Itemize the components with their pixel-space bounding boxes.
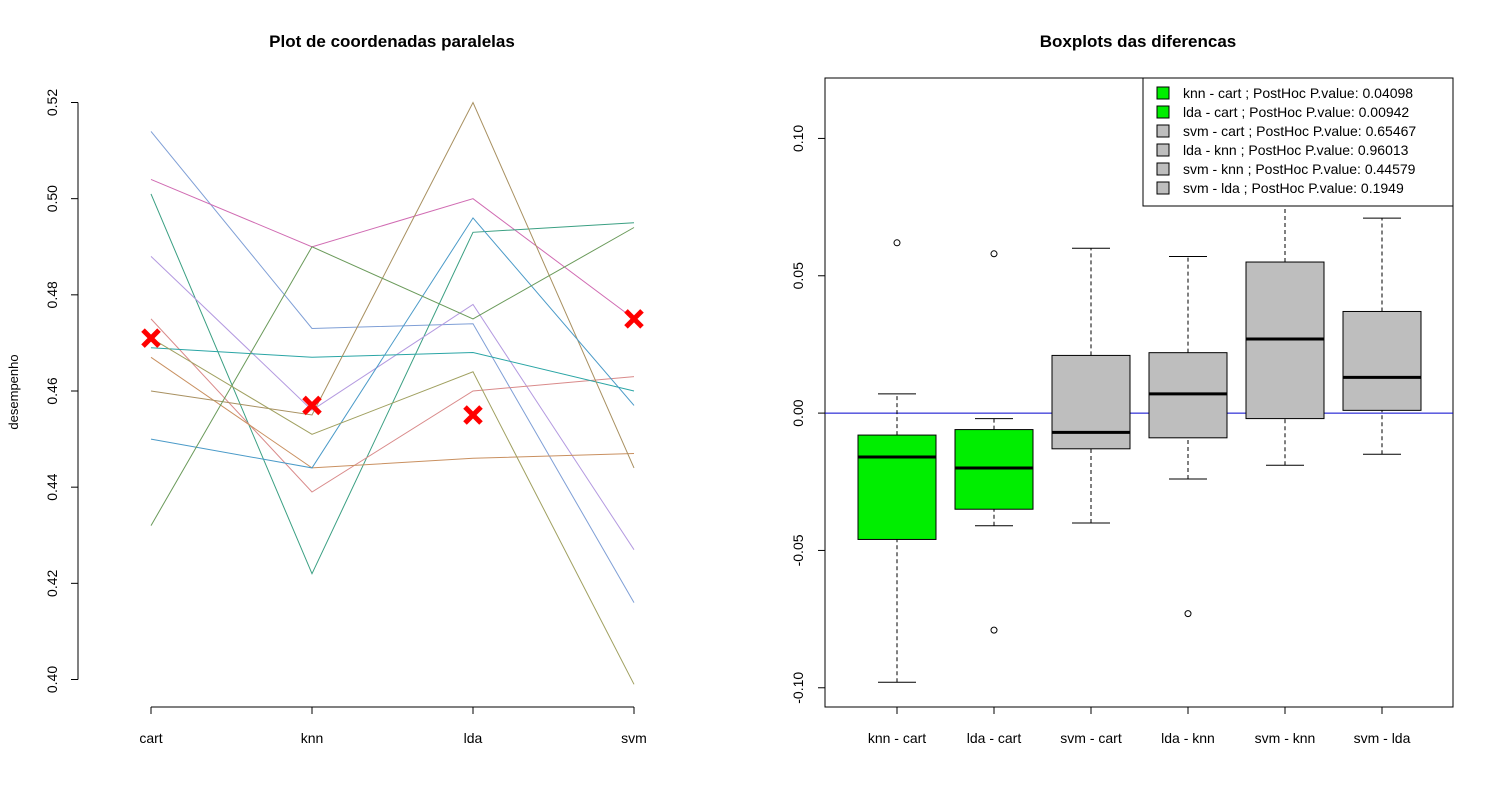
legend-swatch <box>1156 105 1170 119</box>
left-x-tick-label: lda <box>464 730 483 746</box>
right-boxes <box>857 77 1422 683</box>
box-outlier <box>1184 610 1192 618</box>
right-y-tick-label: 0.00 <box>790 399 806 426</box>
left-y-tick-label: 0.44 <box>44 473 60 500</box>
right-x-tick-label: lda - knn <box>1161 730 1215 746</box>
right-y-tick-label: 0.05 <box>790 262 806 289</box>
right-y-tick-label: -0.05 <box>790 534 806 566</box>
series-line <box>150 337 635 685</box>
left-y-tick-label: 0.46 <box>44 377 60 404</box>
legend-swatch <box>1156 181 1170 195</box>
box <box>1051 247 1131 524</box>
series-line <box>150 347 635 392</box>
left-x-tick-label: svm <box>621 730 647 746</box>
right-x-tick-label: svm - lda <box>1354 730 1411 746</box>
left-axes: 0.40 0.42 0.44 0.46 0.48 0.50 0.52 cart knn lda sv… <box>44 89 647 746</box>
box <box>857 239 937 683</box>
series-line <box>150 131 635 603</box>
box <box>954 250 1034 634</box>
left-y-tick-label: 0.50 <box>44 185 60 212</box>
mean-marker <box>302 395 322 416</box>
series-line <box>150 318 635 493</box>
right-x-tick-label: svm - cart <box>1060 730 1122 746</box>
legend-label: svm - lda ; PostHoc P.value: 0.1949 <box>1183 180 1404 196</box>
legend-label: svm - cart ; PostHoc P.value: 0.65467 <box>1183 123 1416 139</box>
legend-label: lda - cart ; PostHoc P.value: 0.00942 <box>1183 104 1409 120</box>
right-chart-title: Boxplots das diferencas <box>1040 32 1237 51</box>
left-y-tick-label: 0.42 <box>44 569 60 596</box>
series-line <box>150 356 635 469</box>
legend-swatch <box>1156 86 1170 100</box>
mean-marker-stroke <box>302 395 322 416</box>
box-body <box>857 434 937 540</box>
mean-marker <box>624 309 644 329</box>
mean-marker-stroke <box>141 328 161 348</box>
box <box>1245 77 1325 466</box>
left-series-lines <box>150 101 635 685</box>
left-y-tick-label: 0.52 <box>44 89 60 116</box>
right-x-tick-label: lda - cart <box>967 730 1022 746</box>
right-legend: knn - cart ; PostHoc P.value: 0.04098 lda… <box>1142 77 1454 207</box>
series-line <box>150 227 635 526</box>
series-line <box>150 178 635 320</box>
left-mean-markers <box>141 309 644 425</box>
right-y-tick-label: 0.10 <box>790 125 806 152</box>
legend-swatch <box>1156 143 1170 157</box>
left-y-axis-label: desempenho <box>6 354 21 429</box>
box-outlier <box>893 239 901 247</box>
mean-marker-stroke <box>463 405 483 425</box>
left-x-tick-label: knn <box>301 730 324 746</box>
box <box>1342 217 1422 455</box>
left-y-tick-label: 0.40 <box>44 666 60 693</box>
mean-marker-stroke <box>624 309 644 329</box>
right-x-tick-label: svm - knn <box>1255 730 1316 746</box>
series-line <box>150 193 635 575</box>
left-x-tick-label: cart <box>139 730 162 746</box>
legend-box <box>1142 77 1454 207</box>
legend-label: knn - cart ; PostHoc P.value: 0.04098 <box>1183 85 1413 101</box>
box <box>1148 256 1228 618</box>
legend-swatch <box>1156 162 1170 176</box>
box-body <box>1051 354 1131 450</box>
legend-label: svm - knn ; PostHoc P.value: 0.44579 <box>1183 161 1416 177</box>
right-x-tick-label: knn - cart <box>868 730 926 746</box>
box-outlier <box>990 626 998 634</box>
right-y-tick-label: -0.10 <box>790 672 806 704</box>
box-body <box>1342 310 1422 411</box>
left-y-tick-label: 0.48 <box>44 281 60 308</box>
series-line <box>150 256 635 550</box>
legend-label: lda - knn ; PostHoc P.value: 0.96013 <box>1183 142 1409 158</box>
left-chart-title: Plot de coordenadas paralelas <box>269 32 515 51</box>
parallel-coordinates-plot: Plot de coordenadas paralelas desempenho… <box>6 32 647 746</box>
series-line <box>150 101 635 469</box>
series-line <box>150 217 635 469</box>
mean-marker <box>141 328 161 348</box>
boxplot-chart: Boxplots das diferencas -0.10 -0.05 0.00 0.… <box>790 32 1454 746</box>
right-axes: -0.10 -0.05 0.00 0.05 0.10 knn - cart lda - ca… <box>790 125 1411 746</box>
legend-swatch <box>1156 124 1170 138</box>
mean-marker <box>463 405 483 425</box>
box-outlier <box>990 250 998 258</box>
